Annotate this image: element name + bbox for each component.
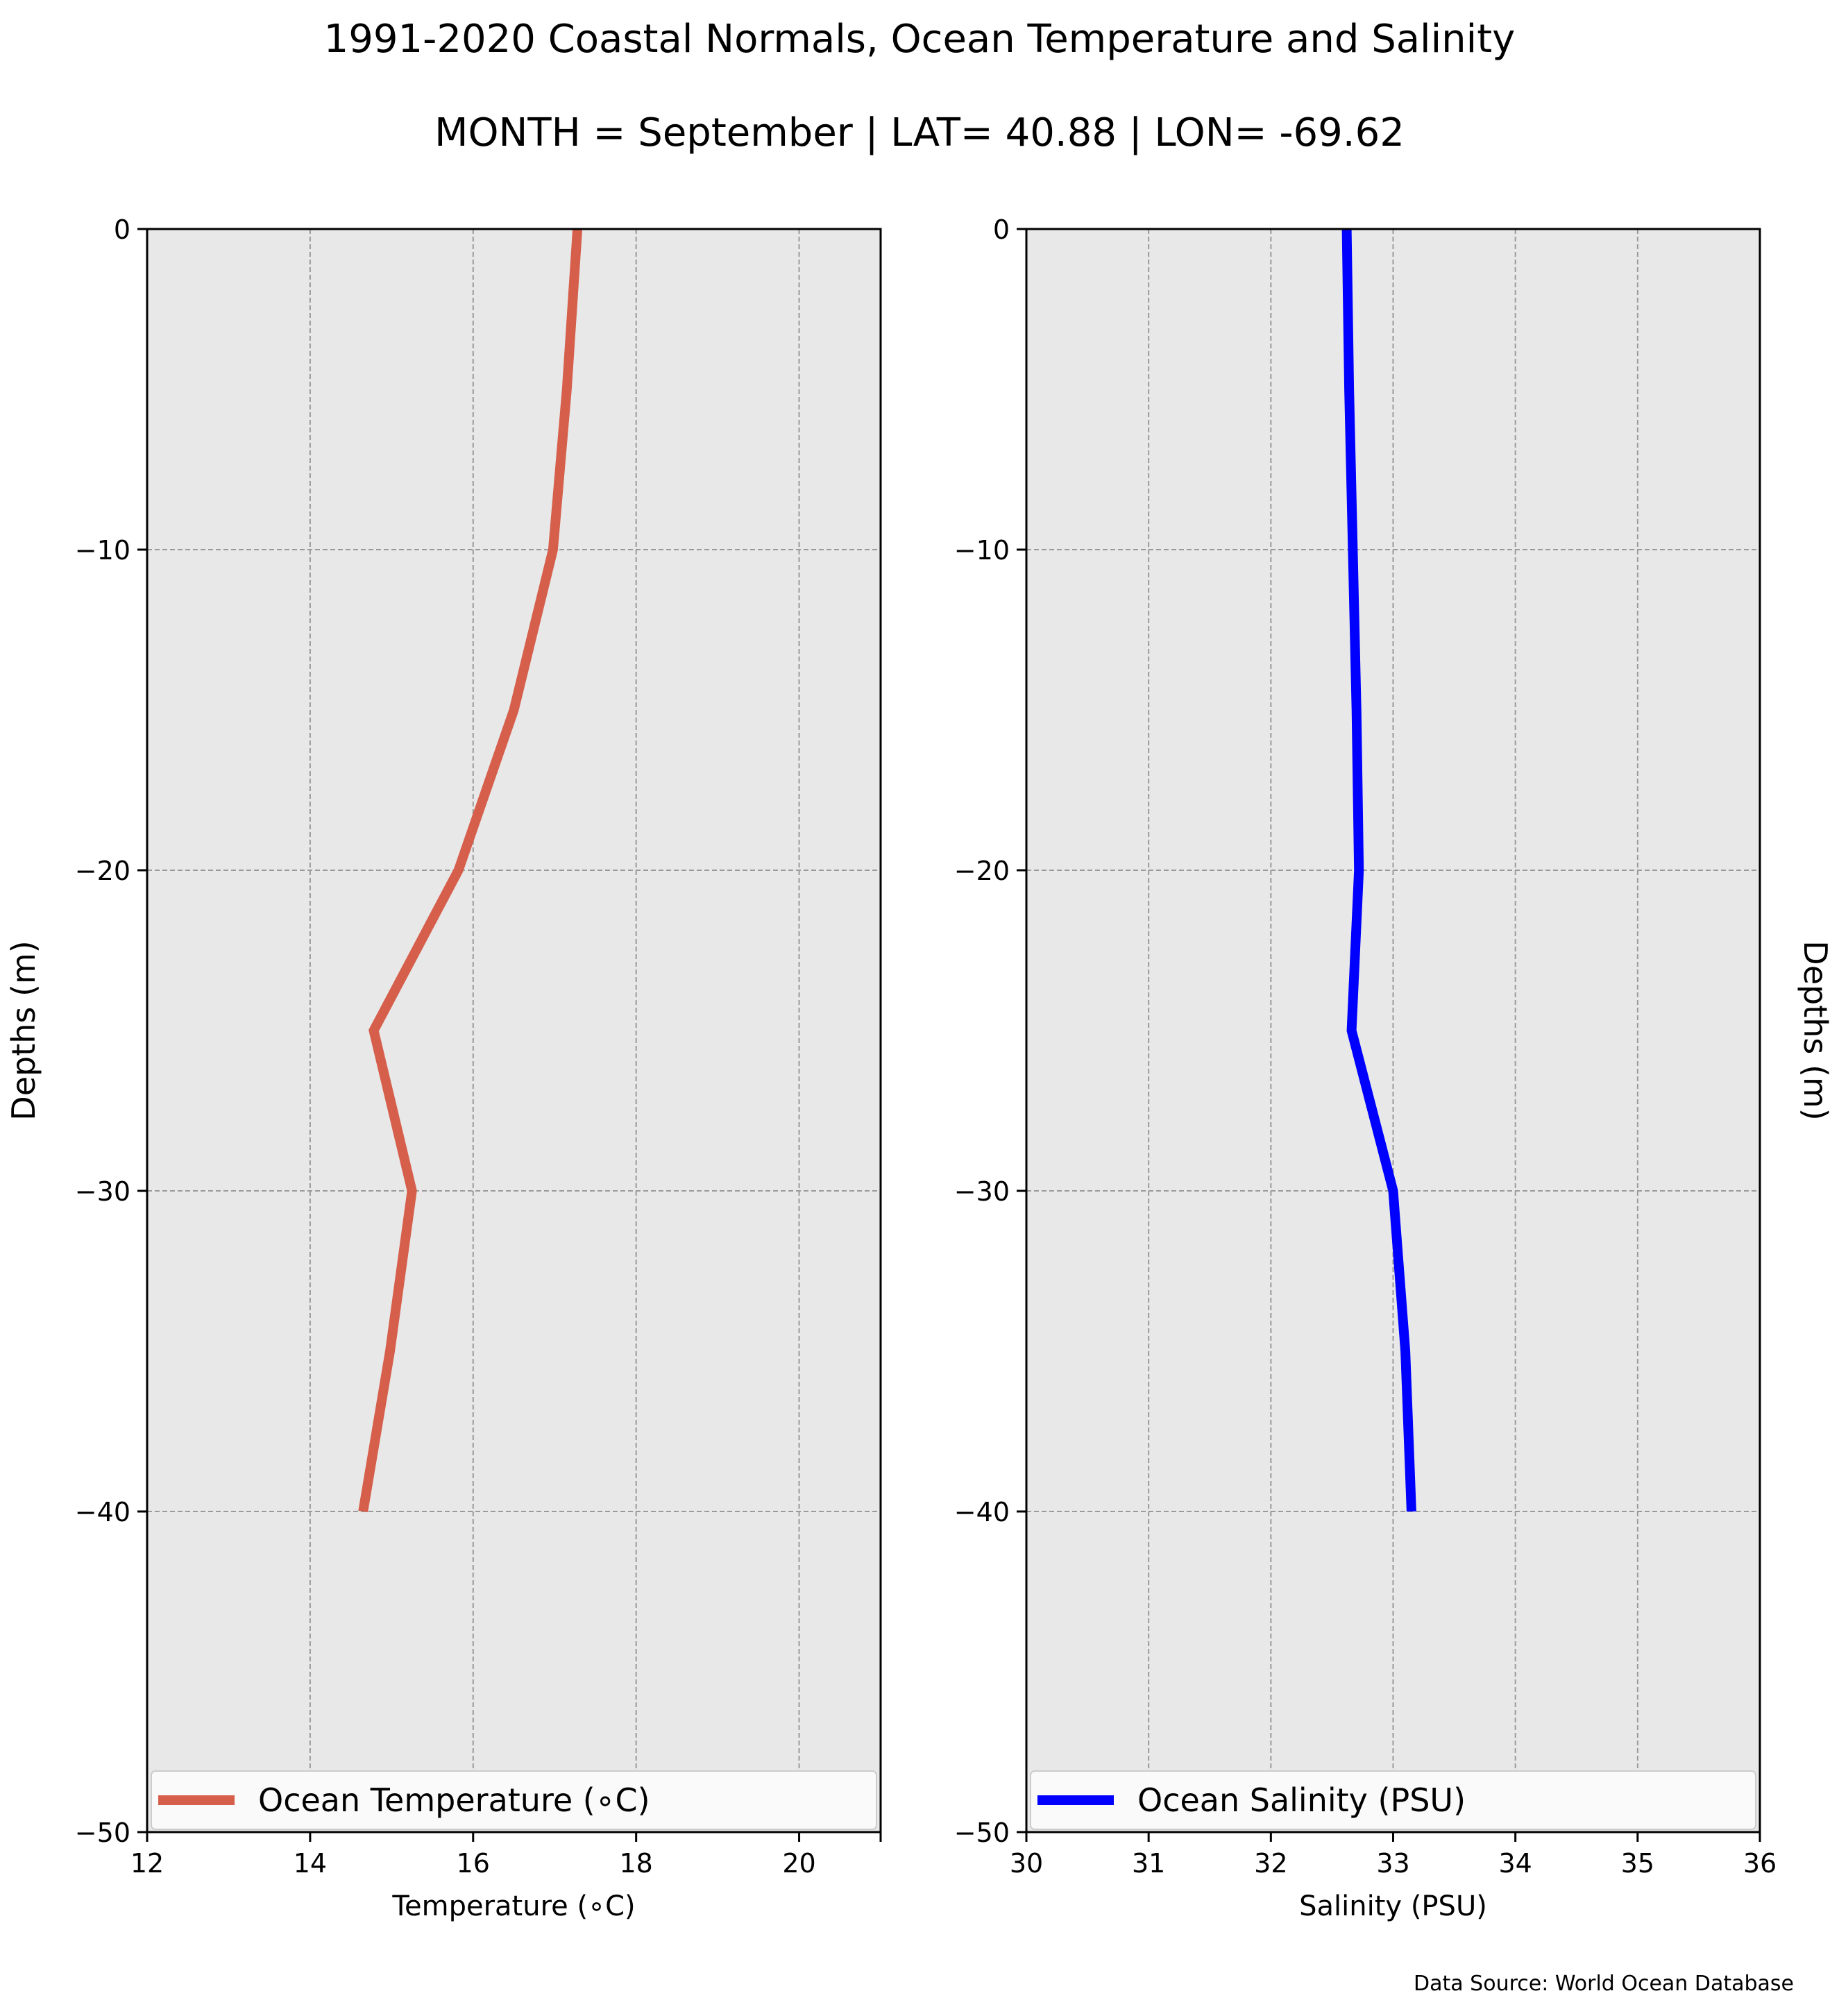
data-source-note: Data Source: World Ocean Database (1414, 1972, 1794, 1996)
salinity-y-tick-label: −20 (954, 856, 1010, 886)
temperature-x-tick-label: 20 (782, 1848, 815, 1879)
salinity-y-tick-label: 0 (993, 214, 1010, 245)
temperature-axes-frame (146, 228, 882, 1833)
salinity-x-tick-label: 32 (1254, 1848, 1287, 1879)
salinity-legend-label: Ocean Salinity (PSU) (1137, 1781, 1466, 1819)
temperature-legend-box (151, 1770, 877, 1830)
salinity-panel: Ocean Salinity (PSU) 30 31 32 33 34 35 36 0 −10 −2… (954, 214, 1834, 1922)
temperature-panel: Ocean Temperature (∘C) 12 14 16 18 20 0 −10 −20 −… (5, 214, 882, 1922)
temperature-y-tick-label: −20 (75, 856, 130, 886)
salinity-x-tick-label: 36 (1743, 1848, 1777, 1879)
salinity-y-tick-label: −40 (954, 1497, 1010, 1527)
temperature-series-line (358, 228, 583, 1513)
salinity-legend-box (1030, 1770, 1756, 1830)
salinity-y-tick-label: −50 (954, 1818, 1010, 1848)
salinity-x-tick-label: 33 (1376, 1848, 1409, 1879)
salinity-x-tick-label: 34 (1498, 1848, 1532, 1879)
temperature-x-tick-label: 14 (294, 1848, 327, 1879)
temperature-plot-area (147, 229, 881, 1832)
salinity-x-tick-label: 31 (1132, 1848, 1165, 1879)
temperature-x-axis-label: Temperature (∘C) (391, 1890, 635, 1922)
temperature-y-tick-label: −30 (75, 1176, 130, 1207)
temperature-y-tick-label: 0 (114, 214, 130, 245)
temperature-y-tick-label: −10 (75, 535, 130, 566)
salinity-x-axis-label: Salinity (PSU) (1299, 1890, 1487, 1922)
salinity-x-tick-label: 30 (1010, 1848, 1043, 1879)
temperature-y-axis-label: Depths (m) (5, 940, 42, 1120)
temperature-x-tick-label: 12 (130, 1848, 164, 1879)
salinity-y-tick-label: −30 (954, 1176, 1010, 1207)
salinity-series-line (1341, 228, 1416, 1512)
salinity-y-axis-label: Depths (m) (1797, 940, 1834, 1120)
salinity-x-tick-label: 35 (1621, 1848, 1654, 1879)
chart-subtitle: MONTH = September | LAT= 40.88 | LON= -6… (434, 110, 1405, 155)
temperature-y-tick-label: −40 (75, 1497, 130, 1527)
chart-title: 1991-2020 Coastal Normals, Ocean Tempera… (324, 17, 1516, 62)
temperature-x-tick-label: 18 (619, 1848, 652, 1879)
temperature-y-tick-label: −50 (75, 1818, 130, 1848)
temperature-legend-label: Ocean Temperature (∘C) (258, 1781, 650, 1819)
temperature-x-tick-label: 16 (457, 1848, 490, 1879)
salinity-y-tick-label: −10 (954, 535, 1010, 566)
